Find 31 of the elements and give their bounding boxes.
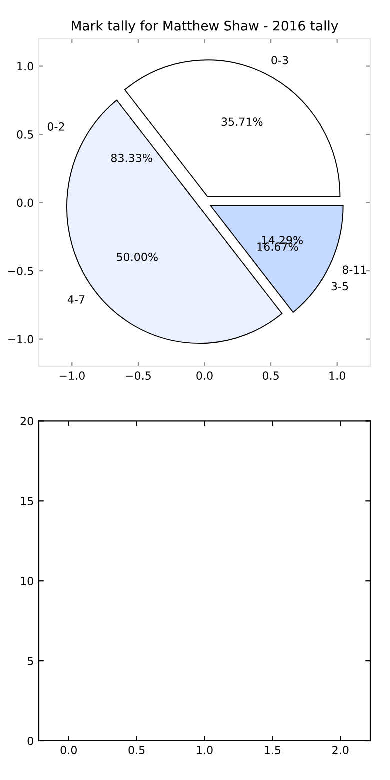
y-tick-label: 20	[20, 417, 34, 426]
y-tick-label: 0	[28, 736, 34, 746]
x-tick-label: 0.5	[128, 746, 145, 754]
x-tick-label: 1.5	[265, 746, 281, 754]
data-label: 14.29%	[262, 236, 303, 245]
x-tick-label: 2.0	[332, 746, 349, 754]
annotation: 3-5	[332, 282, 348, 291]
x-tick-label: −1.0	[60, 372, 85, 380]
y-tick-label: 0.0	[17, 198, 34, 208]
data-label: 35.71%	[222, 118, 263, 126]
y-tick-label: 15	[21, 497, 34, 506]
slice-label: 8-11	[342, 266, 366, 274]
x-tick-label: 0.5	[262, 372, 279, 380]
y-tick-label: 5	[28, 657, 34, 666]
annotation: 0-2	[48, 122, 64, 131]
y-tick-label: −1.0	[8, 335, 34, 344]
x-tick-label: 1.0	[330, 372, 346, 380]
data-label: 50.00%	[117, 252, 158, 262]
annotation: 16.67%	[258, 242, 298, 252]
x-tick-label: −0.5	[126, 372, 151, 380]
y-tick-label: 1.0	[18, 62, 34, 71]
y-tick-label: −0.5	[8, 267, 34, 276]
x-tick-label: 0.0	[60, 746, 77, 754]
x-tick-label: 1.0	[197, 746, 213, 754]
y-tick-label: 10	[21, 577, 34, 586]
y-tick-label: 0.5	[17, 130, 34, 139]
annotation: 83.33%	[111, 154, 152, 162]
slice-label: 4-7	[68, 296, 85, 304]
slice-label: 0-3	[272, 56, 288, 65]
x-tick-label: 0.0	[196, 372, 213, 380]
chart-title: Mark tally for Matthew Shaw - 2016 tally	[72, 20, 338, 34]
